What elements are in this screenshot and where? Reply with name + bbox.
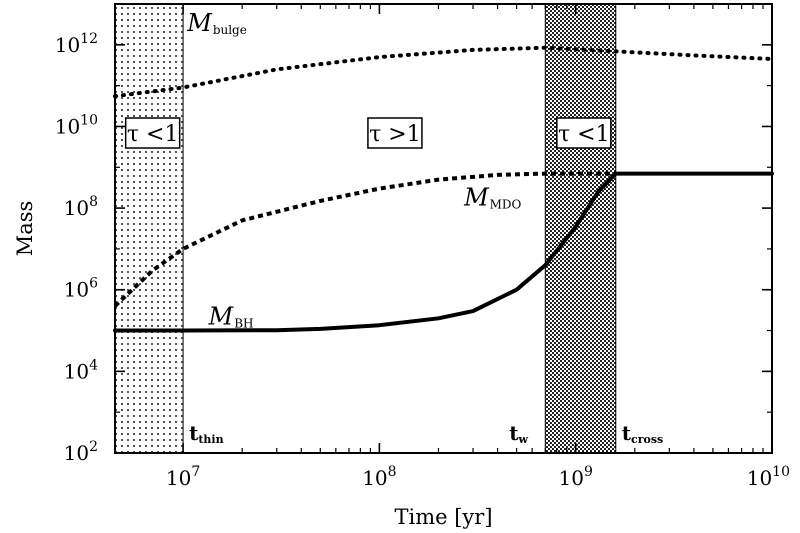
y-tick-label-exponent: 2	[89, 439, 98, 455]
y-tick-label-exponent: 12	[80, 31, 98, 47]
x-tick-label-base: 10	[559, 466, 584, 490]
region-label: τ >1	[369, 122, 421, 147]
series-line-m-bulge	[113, 45, 774, 99]
time-marker-thin: tthin	[189, 421, 224, 446]
x-axis-title: Time [yr]	[394, 505, 492, 529]
x-tick-label-exponent: 9	[584, 464, 593, 480]
y-tick-label-base: 10	[64, 441, 89, 465]
x-tick-label-base: 10	[166, 466, 191, 490]
region-label-box	[556, 117, 612, 149]
region-label: τ <1	[127, 122, 179, 147]
time-marker-symbol: t	[509, 421, 519, 445]
time-marker-cross: tcross	[622, 421, 663, 446]
y-tick-label-base: 10	[55, 33, 80, 57]
region-label-box	[124, 117, 181, 149]
time-marker-symbol: t	[622, 421, 632, 445]
x-tick-label-base: 10	[747, 466, 772, 490]
curve-label-subscript: MDO	[490, 198, 522, 212]
plot-frame	[114, 3, 773, 454]
curve-label-symbol: M	[208, 303, 235, 331]
curve-label-subscript: BH	[234, 317, 253, 331]
series-line-m-mdo	[113, 171, 616, 308]
y-tick-label-exponent: 10	[80, 112, 98, 128]
shaded-region-2	[544, 3, 617, 454]
y-tick-label: 1012	[55, 31, 98, 57]
time-marker-symbol: t	[189, 421, 199, 445]
x-tick-label: 1010	[747, 464, 790, 490]
x-tick-label-exponent: 7	[191, 464, 200, 480]
series-line-m-bh	[113, 171, 774, 333]
time-marker-subscript: cross	[631, 433, 663, 446]
y-tick-label: 102	[64, 439, 98, 465]
curve-label-symbol: M	[186, 9, 213, 37]
y-tick-label-exponent: 4	[89, 357, 98, 373]
y-tick-label: 104	[64, 357, 98, 383]
shaded-region-0	[114, 3, 184, 454]
x-tick-label-base: 10	[362, 466, 387, 490]
y-tick-label-exponent: 6	[89, 276, 98, 292]
x-tick-label: 108	[362, 464, 396, 490]
curve-label-symbol: M	[463, 184, 490, 212]
region-label: τ <1	[558, 122, 610, 147]
y-tick-label-base: 10	[55, 114, 80, 138]
y-tick-label: 108	[64, 194, 98, 220]
region-label-box	[367, 117, 423, 149]
y-tick-label-base: 10	[64, 278, 89, 302]
curve-label-subscript: bulge	[213, 23, 247, 37]
y-tick-label: 1010	[55, 112, 98, 138]
curve-label-mdo: MMDO	[463, 184, 521, 212]
time-marker-w: tw	[509, 421, 528, 446]
y-tick-label-base: 10	[64, 359, 89, 383]
curve-label-bh: MBH	[208, 303, 254, 331]
x-tick-label: 107	[166, 464, 200, 490]
shaded-regions	[114, 3, 617, 454]
y-axis-title: Mass	[13, 201, 37, 257]
time-marker-subscript: w	[518, 433, 529, 446]
y-tick-label-base: 10	[64, 196, 89, 220]
x-tick-label-exponent: 8	[388, 464, 397, 480]
y-tick-label-exponent: 8	[89, 194, 98, 210]
y-tick-label: 106	[64, 276, 98, 302]
x-tick-label-exponent: 10	[772, 464, 790, 480]
time-marker-subscript: thin	[198, 433, 223, 446]
curves	[113, 45, 774, 333]
x-tick-label: 109	[559, 464, 593, 490]
curve-label-bulge: Mbulge	[186, 9, 247, 37]
